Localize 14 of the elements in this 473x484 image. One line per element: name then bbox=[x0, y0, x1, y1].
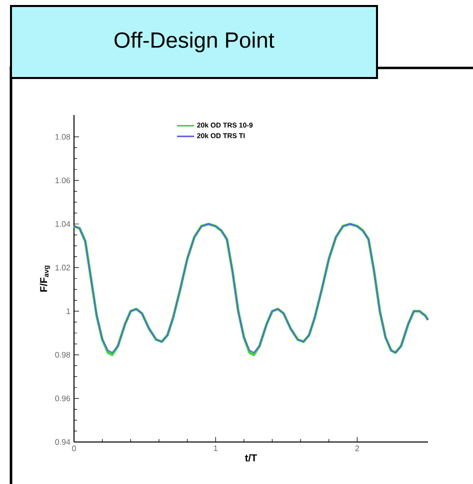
y-tick-label: 1.06 bbox=[56, 178, 70, 184]
y-tick-label: 0.98 bbox=[55, 352, 70, 358]
chart-title: Off-Design Point bbox=[114, 32, 274, 52]
x-tick-label: 1 bbox=[214, 446, 218, 452]
x-tick-label: 0 bbox=[72, 446, 76, 452]
x-tick-label: 2 bbox=[355, 446, 360, 452]
x-axis-title: t/T bbox=[245, 454, 257, 462]
y-tick-label: 1.04 bbox=[56, 221, 70, 227]
y-tick-label: 0.96 bbox=[55, 396, 70, 402]
y-axis-title: F/F$_{avg}$ bbox=[40, 266, 50, 292]
y-tick-label: 1.08 bbox=[56, 134, 70, 140]
y-tick-label: 1 bbox=[66, 308, 70, 314]
y-tick-label: 1.02 bbox=[56, 264, 70, 270]
y-tick-label: 0.94 bbox=[55, 439, 70, 445]
